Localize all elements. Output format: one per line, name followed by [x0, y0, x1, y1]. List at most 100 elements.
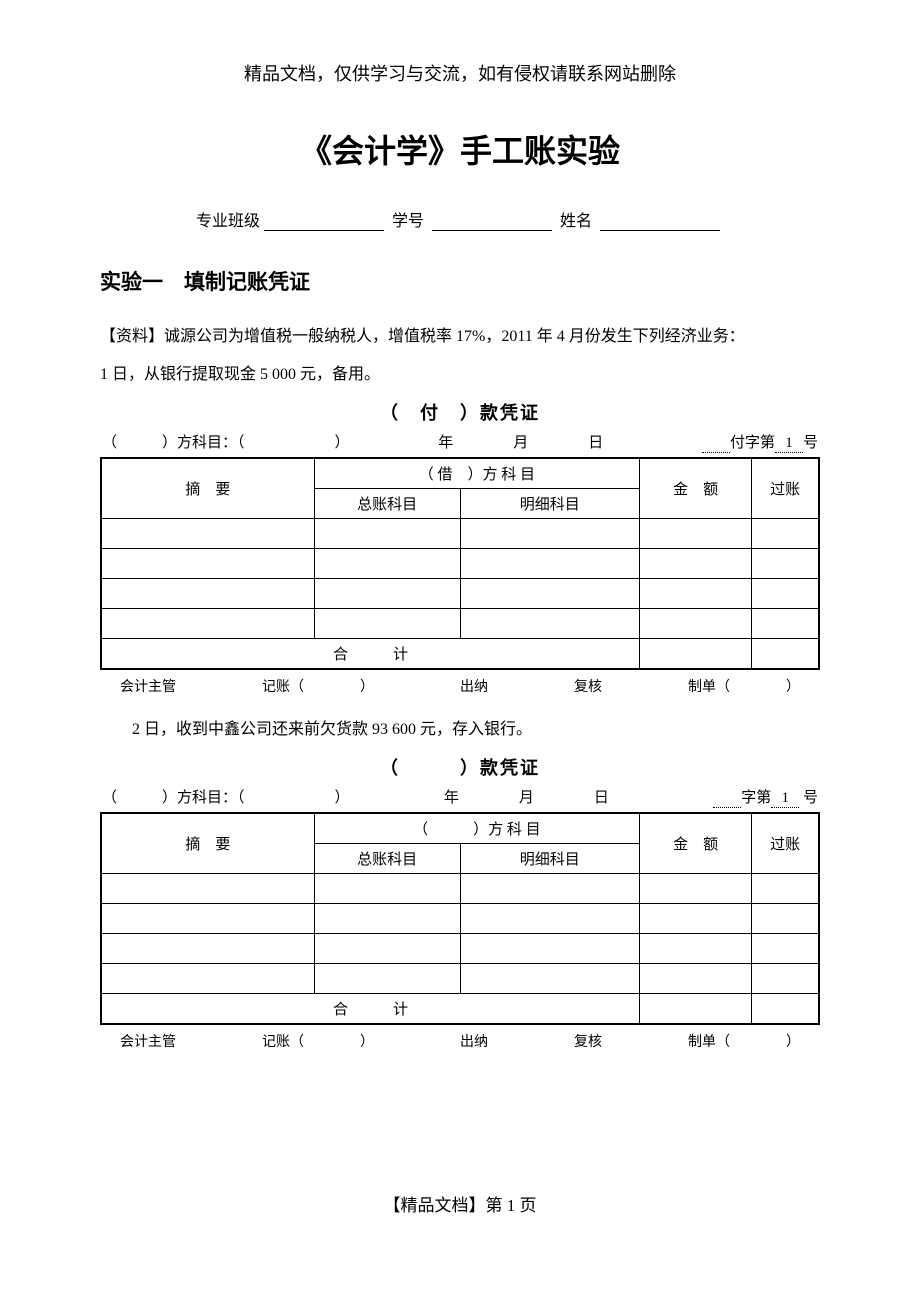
- cell[interactable]: [460, 874, 640, 904]
- document-page: 精品文档，仅供学习与交流，如有侵权请联系网站删除 《会计学》手工账实验 专业班级…: [0, 0, 920, 1256]
- voucher-1-date: 年 月 日: [438, 431, 613, 453]
- cell[interactable]: [314, 904, 460, 934]
- cell[interactable]: [101, 904, 314, 934]
- total-amount[interactable]: [640, 994, 752, 1025]
- voucher-1-signatures: 会计主管 记账（ ） 出纳 复核 制单（ ）: [100, 670, 820, 696]
- col-side: （ ）方 科 目: [314, 813, 639, 844]
- sig-cashier: 出纳: [460, 1031, 488, 1051]
- sig-cashier: 出纳: [460, 676, 488, 696]
- sig-reviewer: 复核: [574, 1031, 602, 1051]
- entry-1-text: 1 日，从银行提取现金 5 000 元，备用。: [100, 359, 820, 391]
- voucher-2-title: （ ）款凭证: [100, 754, 820, 780]
- section-title: 实验一 填制记账凭证: [100, 266, 820, 296]
- cell[interactable]: [101, 609, 314, 639]
- col-general: 总账科目: [314, 844, 460, 874]
- cell[interactable]: [640, 964, 752, 994]
- cell[interactable]: [314, 579, 460, 609]
- cell[interactable]: [314, 549, 460, 579]
- cell[interactable]: [752, 904, 819, 934]
- voucher-2-docno-prefix-blank: [713, 790, 741, 808]
- cell[interactable]: [314, 934, 460, 964]
- table-row: [101, 519, 819, 549]
- col-summary: 摘 要: [101, 458, 314, 519]
- sig-supervisor: 会计主管: [120, 676, 176, 696]
- table-row: [101, 964, 819, 994]
- cell[interactable]: [752, 579, 819, 609]
- cell[interactable]: [460, 964, 640, 994]
- voucher-1-subject: （ ）方科目：（ ）: [102, 431, 350, 453]
- voucher-1-docno-prefix-blank: [702, 435, 730, 453]
- col-post: 过账: [752, 813, 819, 874]
- sig-supervisor: 会计主管: [120, 1031, 176, 1051]
- cell[interactable]: [752, 934, 819, 964]
- cell[interactable]: [640, 904, 752, 934]
- table-total-row: 合 计: [101, 994, 819, 1025]
- voucher-2-signatures: 会计主管 记账（ ） 出纳 复核 制单（ ）: [100, 1025, 820, 1051]
- cell[interactable]: [460, 549, 640, 579]
- cell[interactable]: [460, 934, 640, 964]
- col-amount: 金 额: [640, 813, 752, 874]
- page-footer: 【精品文档】第 1 页: [100, 1191, 820, 1216]
- sig-reviewer: 复核: [574, 676, 602, 696]
- col-post: 过账: [752, 458, 819, 519]
- cell[interactable]: [752, 874, 819, 904]
- cell[interactable]: [460, 609, 640, 639]
- cell[interactable]: [752, 549, 819, 579]
- cell[interactable]: [101, 519, 314, 549]
- voucher-2-subject: （ ）方科目：（ ）: [102, 786, 350, 808]
- col-side: （ 借 ）方 科 目: [314, 458, 639, 489]
- cell[interactable]: [640, 934, 752, 964]
- class-blank[interactable]: [264, 213, 384, 231]
- cell[interactable]: [640, 579, 752, 609]
- cell[interactable]: [752, 964, 819, 994]
- cell[interactable]: [640, 519, 752, 549]
- total-label: 合 计: [101, 994, 640, 1025]
- cell[interactable]: [460, 579, 640, 609]
- voucher-2-docno-num: 1: [771, 790, 799, 808]
- cell[interactable]: [101, 579, 314, 609]
- cell[interactable]: [640, 874, 752, 904]
- voucher-1: （ 付 ）款凭证 （ ）方科目：（ ） 年 月 日 付字第1号 摘 要 （ 借 …: [100, 399, 820, 696]
- total-label: 合 计: [101, 639, 640, 670]
- col-summary: 摘 要: [101, 813, 314, 874]
- total-post[interactable]: [752, 639, 819, 670]
- voucher-1-table: 摘 要 （ 借 ）方 科 目 金 额 过账 总账科目 明细科目 合 计: [100, 457, 820, 670]
- voucher-2: （ ）款凭证 （ ）方科目：（ ） 年 月 日 字第1 号 摘 要 （ ）方 科…: [100, 754, 820, 1051]
- voucher-1-title: （ 付 ）款凭证: [100, 399, 820, 425]
- col-detail: 明细科目: [460, 844, 640, 874]
- cell[interactable]: [752, 519, 819, 549]
- cell[interactable]: [460, 519, 640, 549]
- cell[interactable]: [460, 904, 640, 934]
- id-label: 学号: [392, 213, 424, 230]
- col-amount: 金 额: [640, 458, 752, 519]
- cell[interactable]: [101, 549, 314, 579]
- cell[interactable]: [640, 549, 752, 579]
- cell[interactable]: [101, 934, 314, 964]
- cell[interactable]: [101, 964, 314, 994]
- voucher-1-docno-prefix: 付字第: [730, 435, 775, 451]
- sig-preparer: 制单（ ）: [688, 1031, 800, 1051]
- entry-2-text: 2 日，收到中鑫公司还来前欠货款 93 600 元，存入银行。: [100, 714, 820, 746]
- cell[interactable]: [314, 519, 460, 549]
- table-header-row: 摘 要 （ 借 ）方 科 目 金 额 过账: [101, 458, 819, 489]
- col-general: 总账科目: [314, 489, 460, 519]
- table-row: [101, 874, 819, 904]
- voucher-2-date: 年 月 日: [444, 786, 619, 808]
- total-post[interactable]: [752, 994, 819, 1025]
- cell[interactable]: [640, 609, 752, 639]
- cell[interactable]: [314, 964, 460, 994]
- cell[interactable]: [101, 874, 314, 904]
- header-note: 精品文档，仅供学习与交流，如有侵权请联系网站删除: [100, 60, 820, 86]
- voucher-2-table: 摘 要 （ ）方 科 目 金 额 过账 总账科目 明细科目 合 计: [100, 812, 820, 1025]
- table-total-row: 合 计: [101, 639, 819, 670]
- id-blank[interactable]: [432, 213, 552, 231]
- total-amount[interactable]: [640, 639, 752, 670]
- cell[interactable]: [752, 609, 819, 639]
- name-blank[interactable]: [600, 213, 720, 231]
- cell[interactable]: [314, 609, 460, 639]
- cell[interactable]: [314, 874, 460, 904]
- voucher-2-docno: 字第1 号: [713, 786, 818, 808]
- table-row: [101, 609, 819, 639]
- table-row: [101, 904, 819, 934]
- voucher-2-docno-prefix: 字第: [741, 790, 771, 806]
